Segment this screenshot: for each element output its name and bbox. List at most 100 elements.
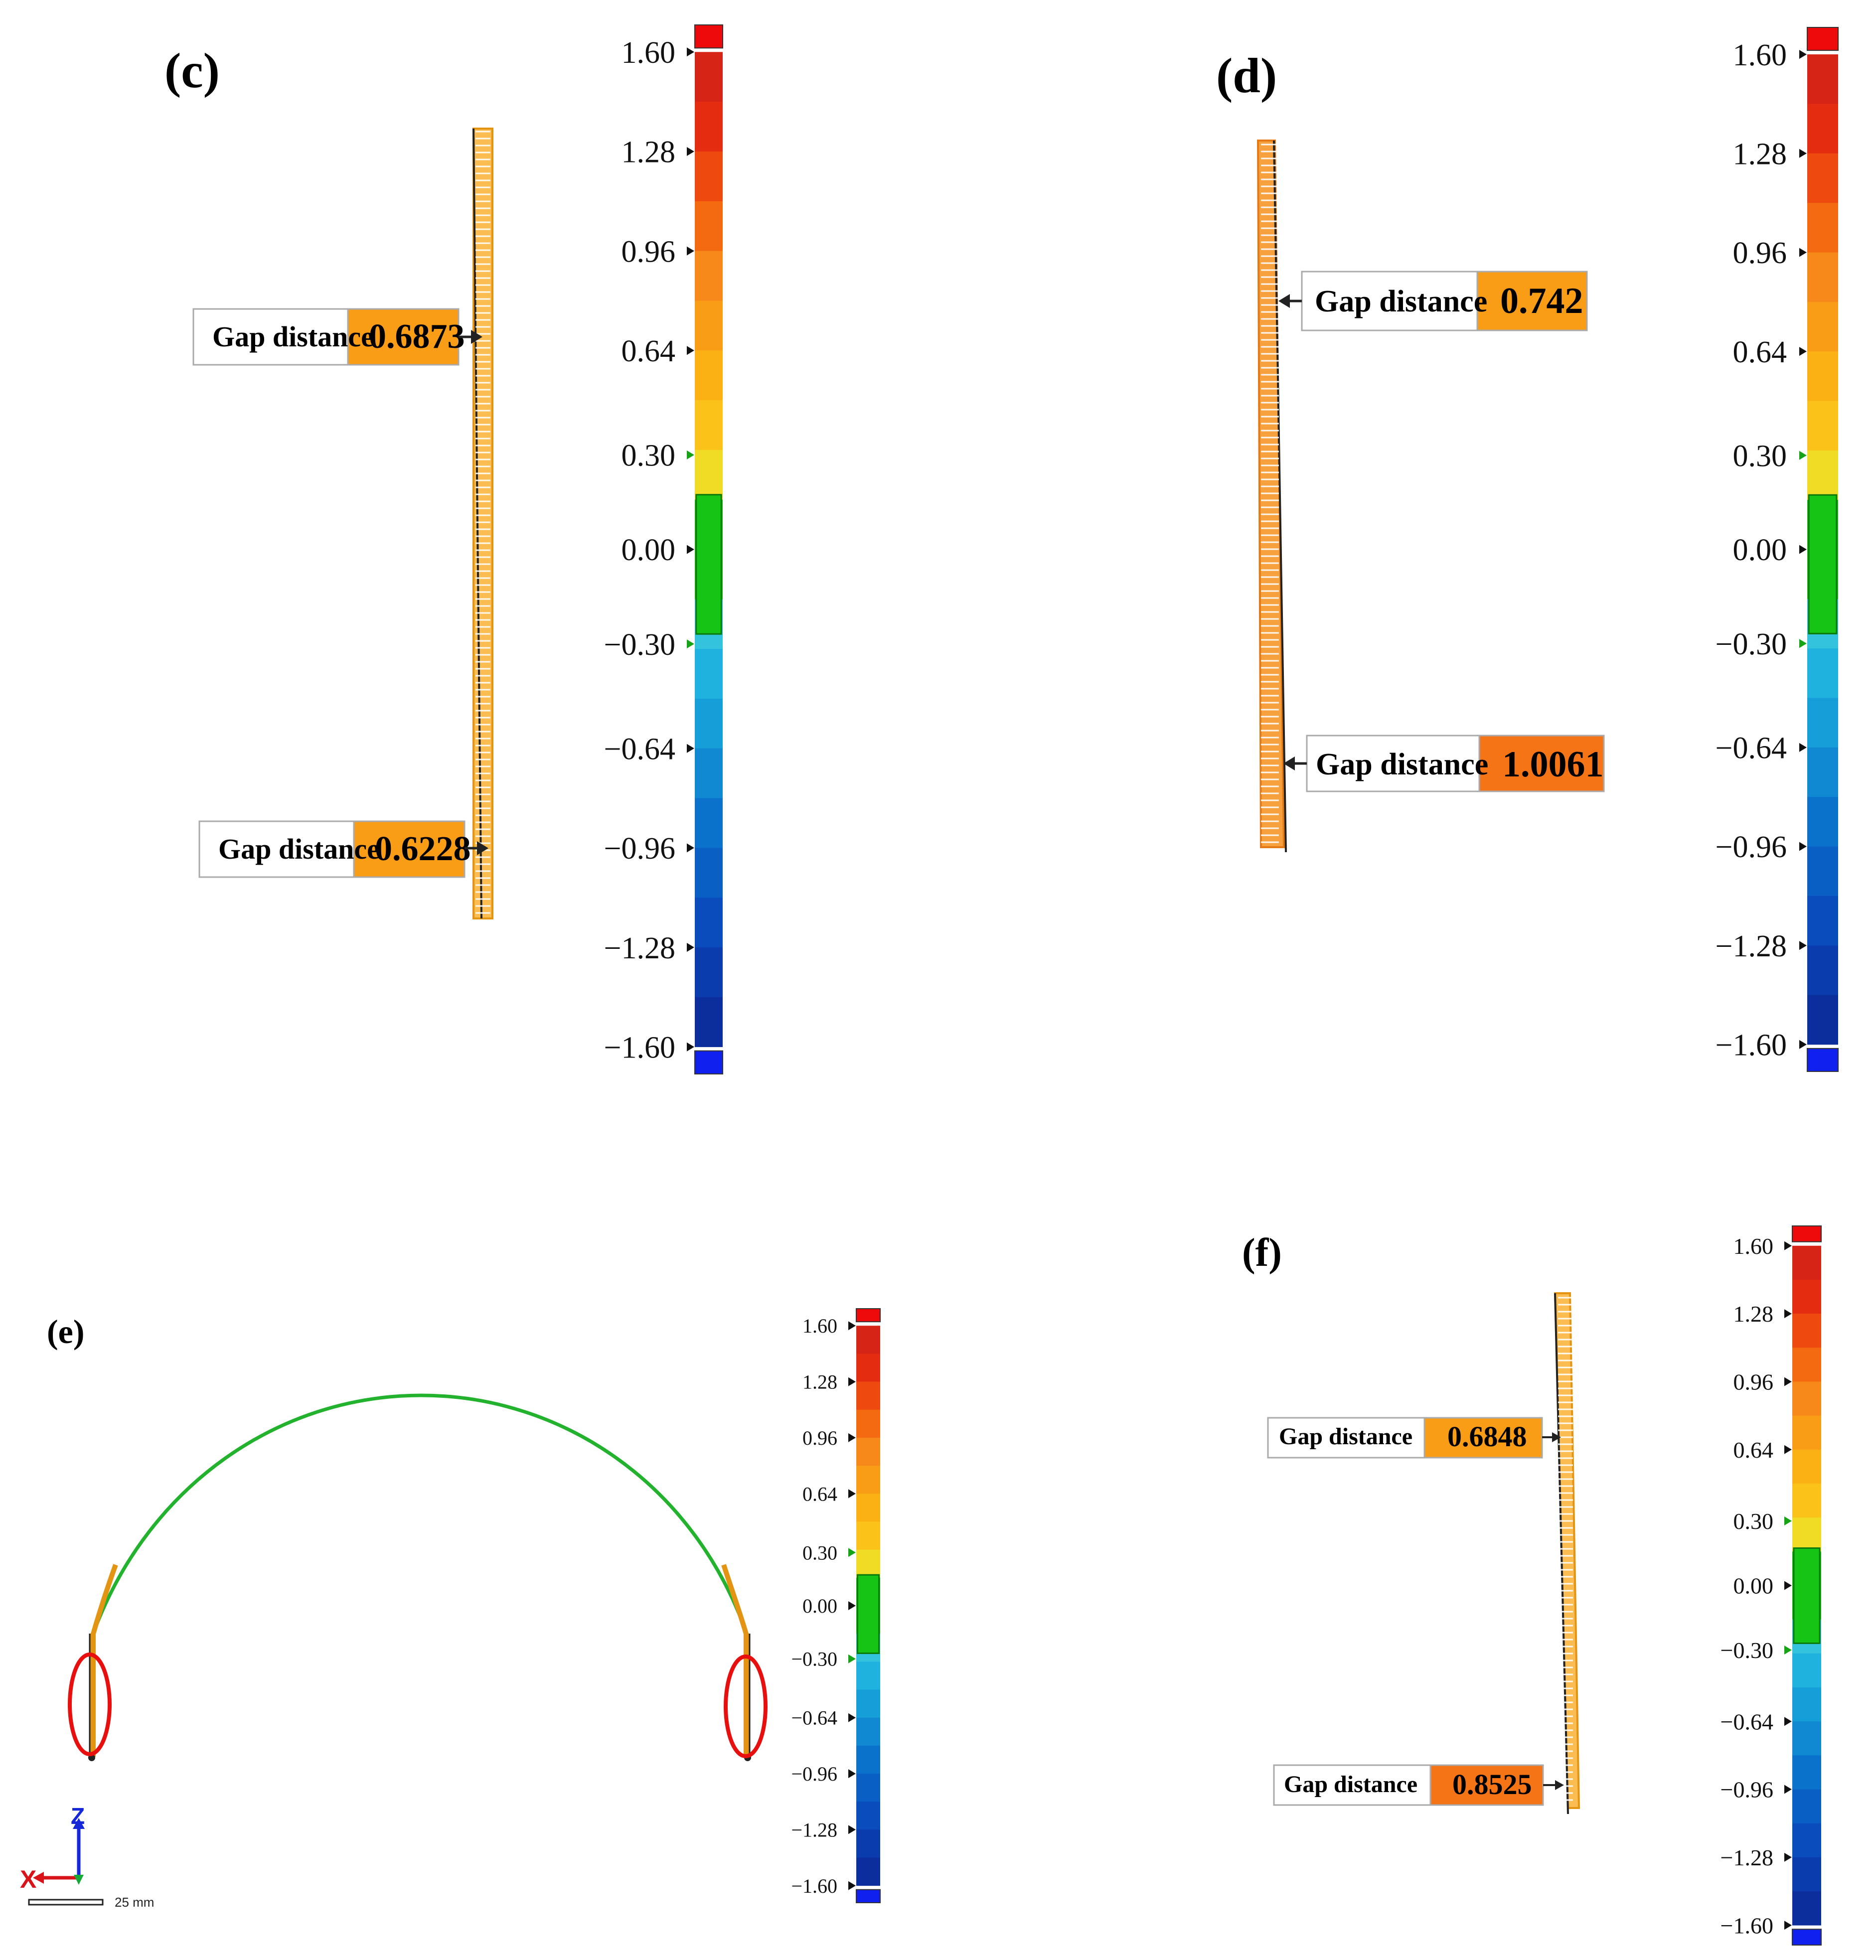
panel-c-color-scale-tick-marker [687, 639, 694, 649]
panel-f-color-scale-tick-marker [1784, 1445, 1792, 1454]
panel-e-color-scale-band [856, 1549, 880, 1578]
panel-c-gap-2-label: Gap distance [218, 833, 380, 865]
panel-f-gap-1-label: Gap distance [1279, 1423, 1412, 1450]
panel-c-color-scale: 1.60 1.28 0.96 0.64 0.30 0.00 −0.30 −0.64 −0.96 −… [604, 24, 723, 1074]
panel-f-color-scale-band [1792, 1857, 1821, 1892]
panel-e-color-scale-band [856, 1437, 880, 1466]
panel-d-gap-2-value: 1.0061 [1502, 744, 1604, 785]
panel-d-color-scale-band [1807, 698, 1838, 748]
panel-f-color-scale-band [1792, 1517, 1821, 1552]
panel-f-color-scale-tick-marker [1784, 1785, 1792, 1794]
panel-d-color-scale-tick-marker [1799, 1040, 1807, 1049]
panel-d-color-scale-band [1807, 302, 1838, 352]
panel-d-color-scale-band [1807, 252, 1838, 302]
panel-d-gap-box-2: Gap distance 1.0061 [1283, 735, 1605, 792]
panel-d-color-scale-tick-marker [1799, 451, 1807, 460]
panel-d-color-scale-tick-label: 0.64 [1733, 335, 1787, 369]
panel-d-color-scale-tick-label: 1.60 [1733, 38, 1787, 72]
panel-f-gap-box-1: Gap distance 0.6848 [1267, 1417, 1561, 1459]
panel-e-color-scale-tick-marker [848, 1881, 856, 1890]
panel-c-color-scale-tick-label: 0.96 [622, 235, 676, 269]
panel-c: (c) Gap distance 0.6873 Gap distance 0.6… [164, 24, 723, 1074]
panel-c-color-scale-tick-marker [687, 47, 694, 57]
panel-d-color-scale-tick-marker [1799, 248, 1807, 257]
panel-c-color-scale-band [695, 251, 723, 301]
panel-f-color-scale-band [1792, 1653, 1821, 1688]
panel-e-color-scale-tick-label: 0.64 [802, 1483, 837, 1505]
panel-e-color-scale-band [856, 1857, 880, 1886]
panel-d-specimen [1256, 140, 1287, 853]
panel-f-color-scale-tick-marker [1784, 1241, 1792, 1250]
panel-e-color-scale-tick-marker [848, 1654, 856, 1663]
panel-d-label: (d) [1216, 48, 1277, 103]
panel-e-color-scale-tick-marker [848, 1769, 856, 1779]
panel-f: (f) Gap distance 0.6848 Gap distance 0.8… [1242, 1225, 1822, 1946]
panel-c-color-scale-tick-label: 1.28 [622, 136, 676, 169]
panel-d: (d) Gap distance 0.742 Gap distance 1.00… [1216, 27, 1839, 1072]
panel-d-color-scale-tick-marker [1799, 941, 1807, 950]
panel-d-color-scale-tick-marker [1799, 639, 1807, 648]
panel-f-color-scale-band [1792, 1687, 1821, 1722]
panel-e-color-scale-tick-marker [848, 1377, 856, 1386]
panel-e-color-scale-band [856, 1409, 880, 1438]
panel-d-color-scale-tick-label: 0.30 [1733, 439, 1787, 473]
panel-f-color-scale-band [1792, 1449, 1821, 1484]
panel-f-color-scale-tick-label: 1.60 [1733, 1233, 1774, 1259]
panel-f-color-scale-band [1792, 1483, 1821, 1518]
panel-e-color-scale-tick-marker [848, 1489, 856, 1499]
panel-d-color-scale-band [1807, 450, 1838, 500]
panel-d-color-scale-tick-label: −0.64 [1716, 732, 1787, 765]
panel-c-color-scale-tick-marker [687, 744, 694, 753]
panel-d-color-scale-tick-label: −1.28 [1716, 929, 1787, 963]
panel-c-color-scale-tick-marker [687, 545, 694, 554]
panel-f-color-scale-under-cap [1792, 1929, 1822, 1946]
panel-c-color-scale-band [695, 151, 723, 202]
panel-d-color-scale-band [1807, 945, 1838, 996]
panel-f-color-scale-band [1792, 1721, 1821, 1756]
panel-f-color-scale-tick-marker [1784, 1717, 1792, 1726]
panel-e-color-scale-band [856, 1466, 880, 1494]
panel-c-specimen [472, 128, 493, 919]
panel-e-color-scale-tick-label: −1.60 [791, 1875, 837, 1897]
panel-c-color-scale-tick-marker [687, 1042, 694, 1052]
panel-d-color-scale-band [1807, 203, 1838, 253]
panel-e-color-scale-band [856, 1661, 880, 1690]
panel-e-color-scale-band [856, 1689, 880, 1718]
panel-d-color-scale-tick-marker [1799, 347, 1807, 356]
panel-d-color-scale-band [1807, 648, 1838, 699]
panel-c-color-scale-band [695, 450, 723, 500]
panel-e-color-scale-band [856, 1494, 880, 1522]
panel-c-label: (c) [164, 43, 220, 98]
panel-d-color-scale: 1.60 1.28 0.96 0.64 0.30 0.00 −0.30 −0.64 −0.96 −… [1716, 27, 1839, 1072]
panel-c-color-scale-tick-marker [687, 843, 694, 853]
panel-e-color-scale-band [856, 1381, 880, 1410]
panel-f-label: (f) [1242, 1231, 1282, 1275]
panel-d-gap-1-value: 0.742 [1500, 281, 1583, 321]
panel-f-color-scale-tick-marker [1784, 1646, 1792, 1655]
panel-e-color-scale: 1.60 1.28 0.96 0.64 0.30 0.00 −0.30 −0.64 −0.96 −… [791, 1308, 881, 1903]
panel-f-specimen [1554, 1292, 1580, 1814]
panel-f-color-scale-tick-label: −1.28 [1720, 1845, 1773, 1870]
panel-e-color-scale-tolerance-band [856, 1574, 880, 1655]
panel-c-color-scale-band [695, 52, 723, 102]
panel-e-color-scale-band [856, 1829, 880, 1858]
panel-e-color-scale-band [856, 1326, 880, 1354]
panel-f-color-scale-tick-label: −0.30 [1720, 1638, 1773, 1663]
panel-f-color-scale-tick-label: 0.30 [1733, 1508, 1774, 1534]
panel-d-color-scale-band [1807, 896, 1838, 946]
panel-c-color-scale-tick-label: 0.00 [622, 533, 676, 567]
panel-c-gap-1-label: Gap distance [212, 320, 374, 353]
panel-c-color-scale-band [695, 898, 723, 948]
panel-d-color-scale-tick-marker [1799, 149, 1807, 158]
panel-e-color-scale-tick-marker [848, 1321, 856, 1331]
panel-f-color-scale-band [1792, 1348, 1821, 1382]
panel-d-color-scale-tick-marker [1799, 743, 1807, 752]
panel-c-color-scale-tolerance-band [695, 494, 722, 635]
panel-e-scale-bar: 25 mm [28, 1895, 154, 1910]
panel-c-color-scale-band [695, 350, 723, 401]
panel-d-color-scale-band [1807, 104, 1838, 154]
panel-e: (e) Z X 25 mm 1.601.280. [20, 1308, 881, 1910]
panel-f-color-scale-band [1792, 1415, 1821, 1450]
panel-e-color-scale-tick-marker [848, 1548, 856, 1557]
